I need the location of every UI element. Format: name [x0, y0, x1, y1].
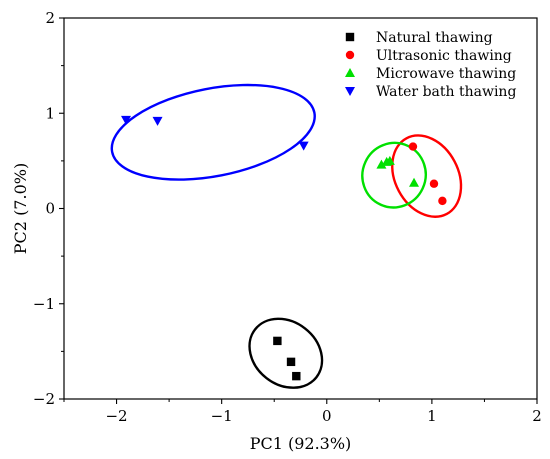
y-tick-label: 1	[45, 104, 55, 122]
point-water-bath-thawing-2	[152, 116, 163, 126]
data-points	[121, 115, 447, 381]
legend-label-water-bath-thawing: Water bath thawing	[376, 84, 516, 100]
legend: Natural thawing Ultrasonic thawing Microwa…	[345, 30, 516, 100]
axes: −2 −1 0 1 2 −2 −1 0 1 2	[33, 9, 542, 425]
legend-marker-natural-thawing	[345, 32, 355, 42]
point-microwave-thawing-1	[376, 159, 387, 169]
x-tick-label: 1	[427, 407, 437, 425]
x-tick-label: 0	[322, 407, 332, 425]
point-water-bath-thawing-3	[298, 141, 309, 151]
ellipse-ultrasonic-thawing	[391, 134, 463, 218]
legend-label-natural-thawing: Natural thawing	[376, 30, 493, 46]
legend-marker-water-bath-thawing	[345, 87, 355, 96]
ellipse-natural-thawing	[248, 317, 324, 389]
point-natural-thawing-1	[273, 336, 282, 346]
point-natural-thawing-3	[292, 371, 301, 381]
legend-marker-microwave-thawing	[345, 68, 355, 77]
x-tick-label: −2	[105, 407, 127, 425]
point-ultrasonic-thawing-3	[438, 196, 447, 206]
point-ultrasonic-thawing-2	[429, 179, 439, 188]
point-natural-thawing-2	[286, 357, 296, 367]
y-tick-label: −2	[33, 390, 55, 408]
legend-label-microwave-thawing: Microwave thawing	[376, 66, 516, 82]
x-axis-label: PC1 (92.3%)	[250, 434, 352, 453]
y-tick-label: −1	[33, 295, 55, 313]
y-tick-label: 0	[45, 200, 55, 218]
ellipse-water-bath-thawing	[110, 83, 316, 181]
point-water-bath-thawing-1	[121, 115, 132, 125]
x-tick-label: −1	[211, 407, 233, 425]
legend-label-ultrasonic-thawing: Ultrasonic thawing	[376, 48, 512, 64]
y-tick-label: 2	[45, 9, 55, 27]
point-microwave-thawing-4	[409, 177, 420, 187]
x-tick-label: 2	[532, 407, 542, 425]
confidence-ellipses	[110, 83, 463, 389]
point-microwave-thawing-3	[384, 155, 395, 165]
y-axis-label: PC2 (7.0%)	[11, 163, 30, 254]
point-ultrasonic-thawing-1	[408, 142, 418, 151]
legend-marker-ultrasonic-thawing	[345, 50, 355, 60]
ellipse-microwave-thawing	[361, 141, 427, 209]
